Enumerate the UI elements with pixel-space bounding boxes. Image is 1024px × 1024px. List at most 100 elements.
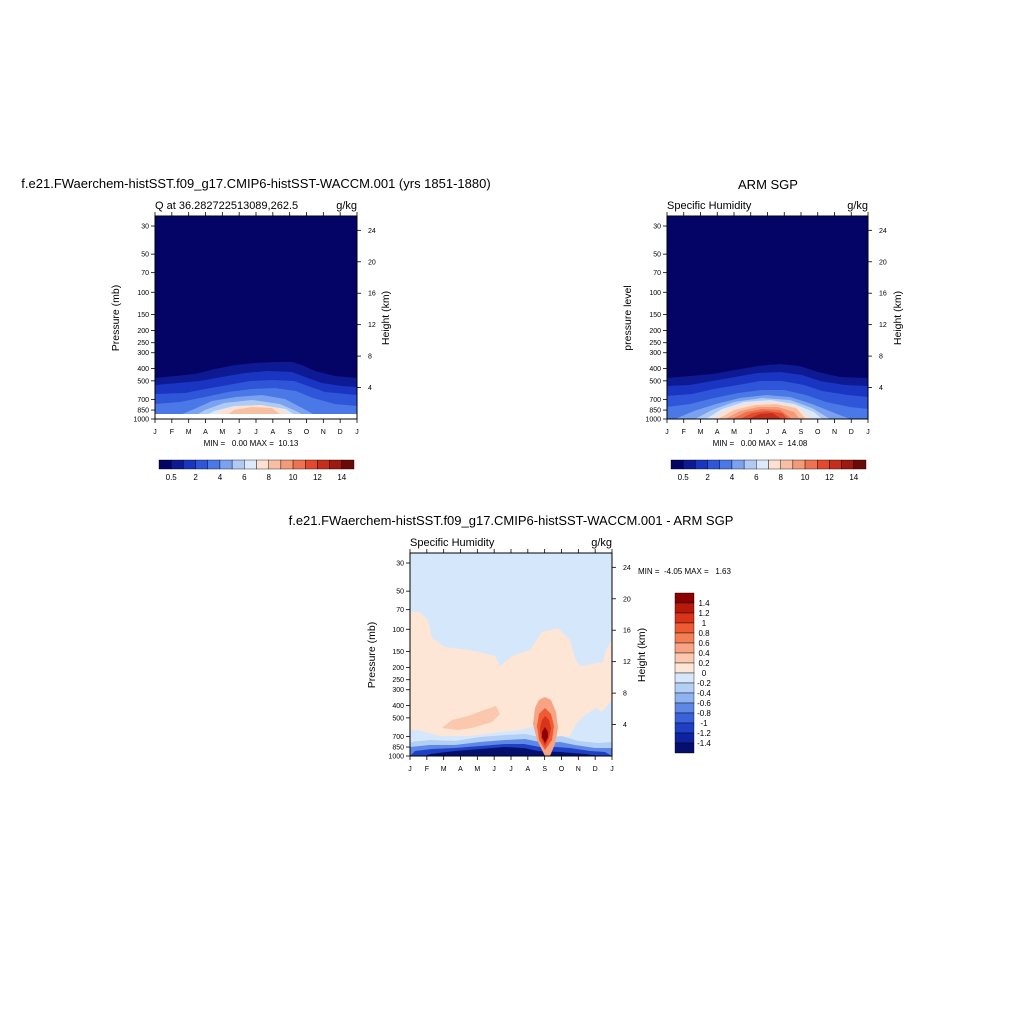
diff-colorbar-swatch (674, 632, 695, 644)
obs-x-tick-label: M (698, 429, 704, 436)
obs-y-tick-label: 150 (649, 312, 661, 319)
model-y-tick-label: 500 (137, 378, 149, 385)
diff-height-tick-label: 24 (623, 565, 631, 572)
diff-colorbar-swatch (674, 692, 695, 704)
obs-contour-13 (748, 413, 782, 419)
model-height-tick-label: 16 (368, 291, 376, 298)
obs-contour-field (667, 216, 868, 419)
obs-height-tick-label: 12 (879, 322, 887, 329)
obs-x-tick-label: J (665, 429, 669, 436)
model-colorbar-label: 14 (337, 473, 346, 482)
diff-colorbar-label: 1.2 (698, 609, 710, 618)
model-y-tick-label: 1000 (133, 417, 149, 424)
obs-y-tick-label: 700 (649, 397, 661, 404)
diff-x-tick-label: J (408, 766, 412, 773)
obs-y-tick-label: 500 (649, 378, 661, 385)
obs-colorbar-swatch (817, 459, 830, 470)
model-height-ticks: 24 20 16 12 8 4 (357, 228, 376, 392)
diff-y-axis-label: Pressure (mb) (366, 622, 378, 689)
diff-colorbar-swatch (674, 712, 695, 724)
obs-y-axis-label: pressure level (622, 285, 634, 350)
diff-height-tick-label: 20 (623, 596, 631, 603)
obs-y-tick-label: 850 (649, 408, 661, 415)
model-colorbar-label: 0.5 (166, 473, 178, 482)
obs-colorbar-swatch (682, 459, 696, 470)
diff-colorbar-label: 0.4 (698, 649, 710, 658)
diff-colorbar-swatch (674, 622, 695, 634)
diff-x-tick-label: O (559, 766, 565, 773)
model-x-tick-label: F (170, 429, 174, 436)
model-x-tick-label: A (203, 429, 208, 436)
diff-y-tick-label: 200 (392, 665, 404, 672)
model-y-tick-label: 700 (137, 397, 149, 404)
obs-colorbar-swatch (829, 459, 842, 470)
obs-colorbar-label: 8 (778, 473, 783, 482)
model-colorbar-swatch (207, 459, 221, 470)
model-y-tick-label: 30 (141, 224, 149, 231)
diff-y-tick-label: 150 (392, 649, 404, 656)
model-height-tick-label: 12 (368, 322, 376, 329)
obs-y-tick-label: 300 (649, 350, 661, 357)
obs-colorbar-swatch (853, 459, 867, 470)
model-height-tick-label: 4 (368, 385, 372, 392)
obs-plot: 30 50 70 100 150 200 250 300 400 500 700 850 1000 J F… (622, 212, 904, 448)
model-colorbar-swatch (341, 459, 355, 470)
obs-x-tick-label: J (766, 429, 770, 436)
diff-x-tick-label: A (525, 766, 530, 773)
diff-colorbar-swatch (674, 742, 695, 754)
diff-subtitle-left: Specific Humidity (410, 537, 495, 549)
diff-colorbar-swatch (674, 672, 695, 684)
model-colorbar-swatch (170, 459, 184, 470)
diff-colorbar-swatch (674, 732, 695, 744)
model-x-tick-label: J (254, 429, 258, 436)
model-height-tick-label: 24 (368, 228, 376, 235)
diff-y-tick-label: 500 (392, 715, 404, 722)
obs-colorbar-swatch (731, 459, 745, 470)
obs-y-tick-label: 1000 (645, 417, 661, 424)
obs-x-tick-label: F (682, 429, 686, 436)
model-height-tick-label: 8 (368, 354, 372, 361)
obs-colorbar-swatch (719, 459, 733, 470)
diff-x-tick-label: S (542, 766, 547, 773)
obs-subtitle-units: g/kg (847, 200, 868, 212)
diff-x-tick-label: J (509, 766, 513, 773)
obs-x-tick-label: S (799, 429, 804, 436)
diff-colorbar-label: -0.6 (697, 699, 711, 708)
obs-height-tick-label: 24 (879, 228, 887, 235)
diff-colorbar-label: -0.8 (697, 709, 711, 718)
model-subtitle-units: g/kg (336, 200, 357, 212)
diff-colorbar-swatch (674, 662, 695, 674)
model-colorbar-label: 8 (266, 473, 271, 482)
obs-x-tick-label: M (731, 429, 737, 436)
diff-min-max: MIN = -4.05 MAX = 1.63 (638, 567, 731, 576)
model-y-tick-label: 250 (137, 340, 149, 347)
model-x-tick-label: J (237, 429, 241, 436)
model-colorbar-label: 2 (193, 473, 198, 482)
diff-colorbar-label: 0.6 (698, 639, 710, 648)
diff-x-tick-label: D (593, 766, 598, 773)
diff-height-tick-label: 16 (623, 628, 631, 635)
model-colorbar-swatch (219, 459, 233, 470)
obs-x-tick-label: N (832, 429, 837, 436)
model-y-tick-label: 150 (137, 312, 149, 319)
diff-x-tick-label: F (425, 766, 429, 773)
diff-x-tick-label: J (610, 766, 614, 773)
obs-colorbar-label: 4 (730, 473, 735, 482)
obs-colorbar-swatch (707, 459, 720, 470)
diff-contour-neg-4 (425, 747, 600, 756)
model-plot-title: f.e21.FWaerchem-histSST.f09_g17.CMIP6-hi… (21, 176, 490, 191)
model-colorbar-label: 12 (313, 473, 322, 482)
diff-height-tick-label: 4 (623, 722, 627, 729)
model-y-tick-label: 50 (141, 252, 149, 259)
model-subtitle-left: Q at 36.282722513089,262.5 (155, 200, 298, 212)
model-colorbar-swatch (183, 459, 196, 470)
obs-colorbar-swatch (743, 459, 757, 470)
diff-colorbar-swatch (674, 652, 695, 664)
obs-x-tick-label: D (849, 429, 854, 436)
diff-y-tick-label: 30 (396, 561, 404, 568)
diff-colorbar-label: -0.4 (697, 689, 711, 698)
diff-colorbar-label: 0.2 (698, 659, 710, 668)
